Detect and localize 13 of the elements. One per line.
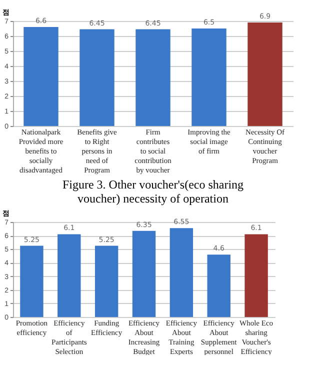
bar [58, 234, 81, 317]
caption: Figure 3. Other voucher's(eco sharing voucher) necessity of operation [62, 178, 244, 206]
bar [244, 234, 268, 317]
bar [136, 29, 170, 126]
bar [207, 254, 230, 317]
bar [132, 230, 156, 317]
bar [94, 246, 118, 317]
bar [20, 246, 44, 317]
bar [192, 28, 226, 126]
bar [24, 27, 58, 126]
bar [170, 228, 194, 317]
bar [80, 29, 114, 126]
bar [248, 22, 282, 126]
